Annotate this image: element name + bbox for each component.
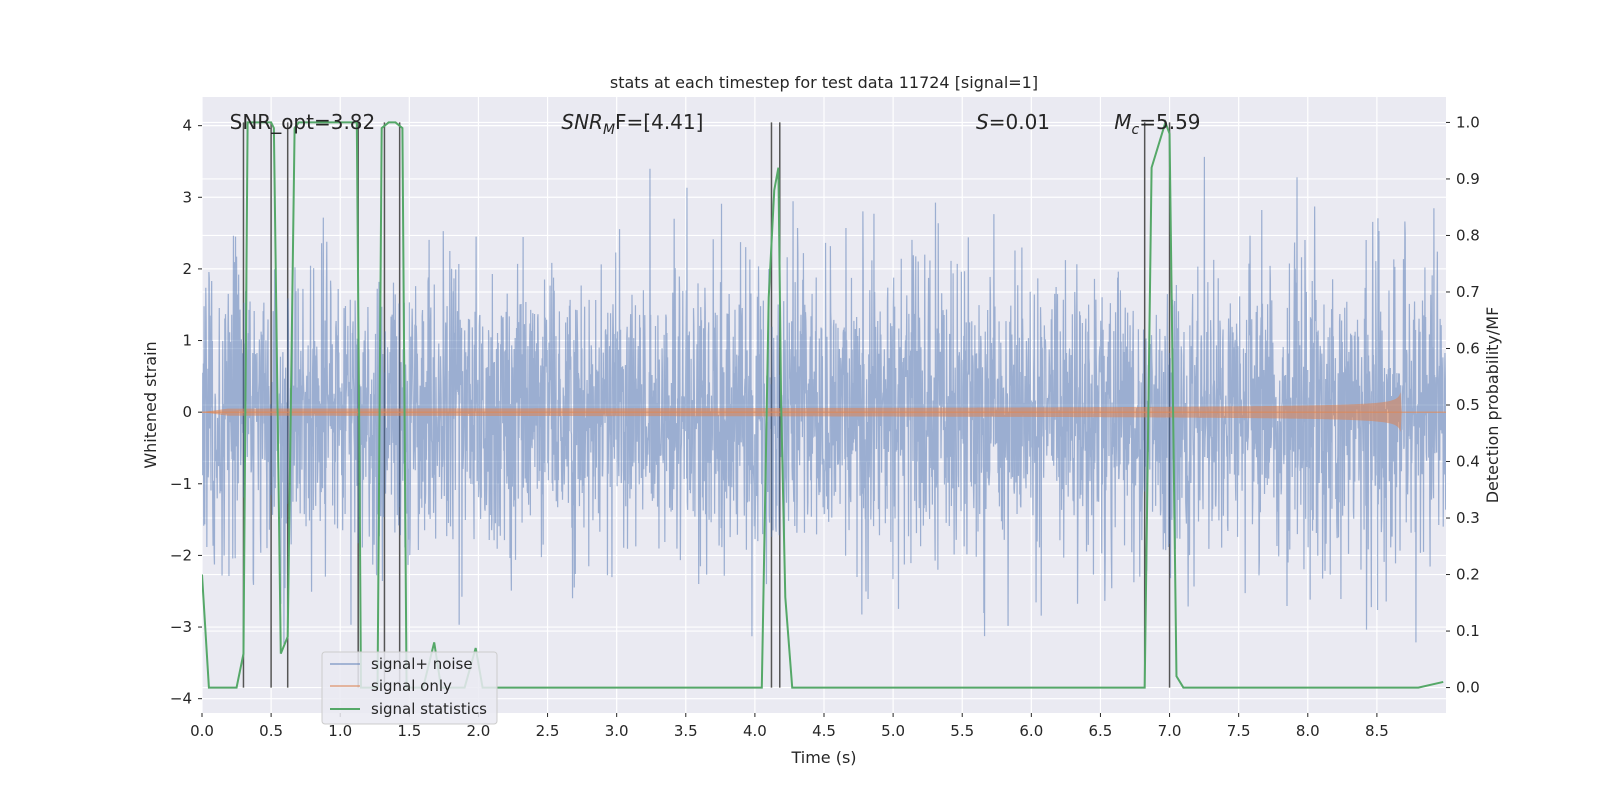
y2-axis-ticks: 1.0 0.9 0.8 0.7 0.6 0.5 0.4 0.3 0.2 0.1 0.0 <box>1446 113 1480 697</box>
legend: signal+ noise signal only signal statist… <box>321 651 498 725</box>
y2-tick-label-0: 1.0 <box>1456 113 1480 131</box>
legend-label-signal-noise: signal+ noise <box>371 655 473 673</box>
annotation-mchirp-rest: =5.59 <box>1139 110 1200 134</box>
annotation-mchirp-sub: c <box>1132 122 1140 138</box>
x-tick-label-2: 1.0 <box>328 722 352 740</box>
annotation-snr-opt: SNR_opt=3.82 <box>230 110 376 134</box>
y2-tick-label-7: 0.3 <box>1456 509 1480 527</box>
y-tick-label-0: 4 <box>182 117 192 135</box>
y2-tick-label-9: 0.1 <box>1456 622 1480 640</box>
annotation-snr-mf: SNRMF=[4.41] <box>561 110 703 138</box>
y2-tick-label-3: 0.7 <box>1456 283 1480 301</box>
x-tick-label-13: 6.5 <box>1089 722 1113 740</box>
y-tick-label-4: 0 <box>182 403 192 421</box>
y2-tick-label-8: 0.2 <box>1456 566 1480 584</box>
x-tick-label-15: 7.5 <box>1227 722 1251 740</box>
y-tick-label-6: −2 <box>170 546 192 564</box>
x-axis-ticks: 0.0 0.5 1.0 1.5 2.0 2.5 3.0 3.5 4.0 4.5 5.0 5.5 6.0 6… <box>190 713 1389 740</box>
annotation-mchirp-base: M <box>1114 110 1131 134</box>
annotation-s: S=0.01 <box>976 110 1050 134</box>
x-tick-label-10: 5.0 <box>881 722 905 740</box>
y2-tick-label-6: 0.4 <box>1456 453 1480 471</box>
annotations: SNR_opt=3.82 SNRMF=[4.41] S=0.01 Mc=5.59 <box>230 110 1201 138</box>
annotation-mchirp: Mc=5.59 <box>1114 110 1200 138</box>
y-tick-label-1: 3 <box>182 188 192 206</box>
legend-label-signal-only: signal only <box>371 677 452 695</box>
annotation-s-rest: =0.01 <box>989 110 1050 134</box>
x-tick-label-11: 5.5 <box>950 722 974 740</box>
y2-tick-label-4: 0.6 <box>1456 339 1480 357</box>
x-tick-label-0: 0.0 <box>190 722 214 740</box>
chart-title: stats at each timestep for test data 117… <box>610 73 1038 92</box>
x-tick-label-5: 2.5 <box>536 722 560 740</box>
x-axis-label: Time (s) <box>790 748 856 767</box>
x-tick-label-8: 4.0 <box>743 722 767 740</box>
x-tick-label-6: 3.0 <box>605 722 629 740</box>
y-tick-label-3: 1 <box>182 332 192 350</box>
annotation-snr-mf-sub: M <box>603 122 615 138</box>
annotation-snr-mf-base: SNR <box>561 110 603 134</box>
x-tick-label-14: 7.0 <box>1158 722 1182 740</box>
annotation-s-base: S <box>976 110 989 134</box>
y-axis-ticks: 4 3 2 1 0 −1 −2 −3 −4 <box>170 117 202 708</box>
y2-axis-label: Detection probability/MF <box>1483 307 1502 504</box>
x-tick-label-12: 6.0 <box>1019 722 1043 740</box>
x-tick-label-9: 4.5 <box>812 722 836 740</box>
grid <box>201 97 1446 713</box>
y2-tick-label-2: 0.8 <box>1456 226 1480 244</box>
series-signal-noise <box>202 156 1446 644</box>
annotation-snr-mf-rest: F=[4.41] <box>615 110 703 134</box>
y-tick-label-8: −4 <box>170 690 192 708</box>
y-tick-label-5: −1 <box>170 475 192 493</box>
legend-label-signal-statistics: signal statistics <box>371 700 487 718</box>
y-tick-label-7: −3 <box>170 618 192 636</box>
y-tick-label-2: 2 <box>182 260 192 278</box>
x-tick-label-16: 8.0 <box>1296 722 1320 740</box>
legend-box <box>321 651 498 725</box>
x-tick-label-1: 0.5 <box>259 722 283 740</box>
y2-tick-label-10: 0.0 <box>1456 679 1480 697</box>
x-tick-label-4: 2.0 <box>467 722 491 740</box>
y-axis-label: Whitened strain <box>141 341 160 468</box>
y2-tick-label-5: 0.5 <box>1456 396 1480 414</box>
x-tick-label-3: 1.5 <box>397 722 421 740</box>
x-tick-label-7: 3.5 <box>674 722 698 740</box>
y2-tick-label-1: 0.9 <box>1456 170 1480 188</box>
x-tick-label-17: 8.5 <box>1365 722 1389 740</box>
